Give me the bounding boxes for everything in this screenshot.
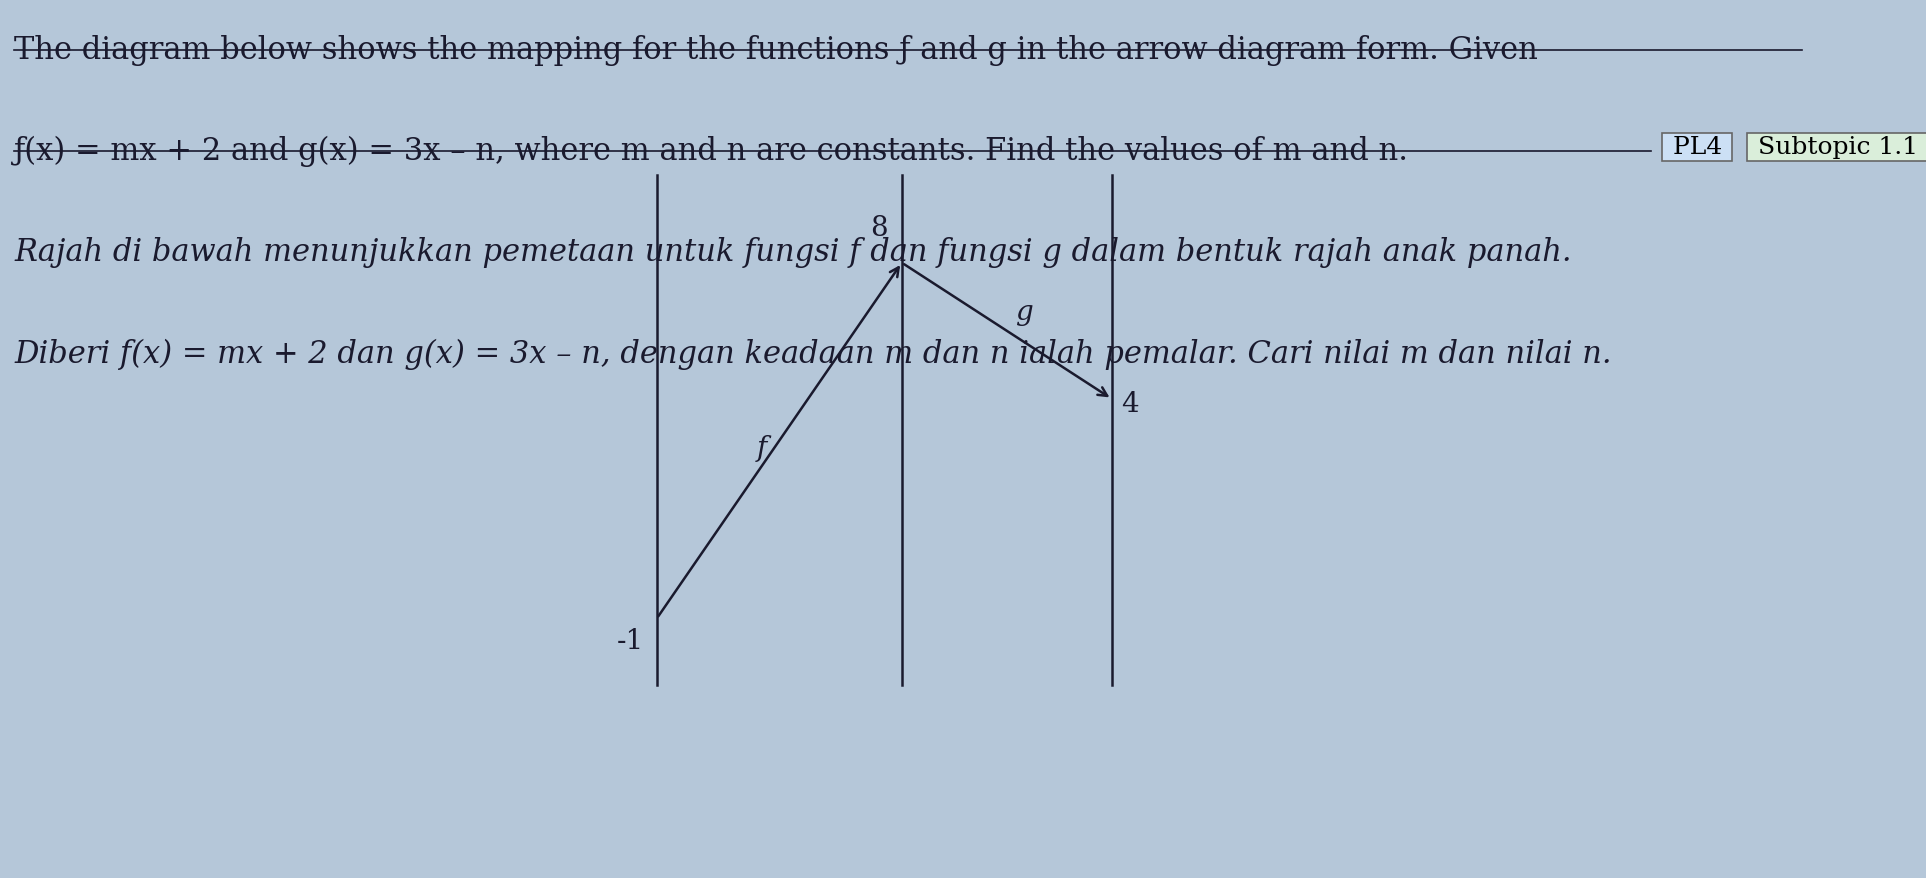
Text: Diberi f(x) = mx + 2 dan g(x) = 3x – n, dengan keadaan m dan n ialah pemalar. Ca: Diberi f(x) = mx + 2 dan g(x) = 3x – n, …	[13, 338, 1612, 370]
Text: Rajah di bawah menunjukkan pemetaan untuk fungsi f dan fungsi g dalam bentuk raj: Rajah di bawah menunjukkan pemetaan untu…	[13, 237, 1572, 268]
Text: The diagram below shows the mapping for the functions ƒ and g in the arrow diagr: The diagram below shows the mapping for …	[13, 35, 1537, 66]
Text: -1: -1	[616, 628, 645, 655]
Text: ƒ(x) = mx + 2 and g(x) = 3x – n, where m and n are constants. Find the values of: ƒ(x) = mx + 2 and g(x) = 3x – n, where m…	[13, 136, 1410, 168]
Text: f: f	[757, 435, 767, 461]
Text: 4: 4	[1121, 391, 1138, 417]
Text: g: g	[1015, 299, 1032, 325]
Text: 8: 8	[871, 214, 888, 241]
Text: Subtopic 1.1: Subtopic 1.1	[1751, 136, 1926, 159]
Text: PL4: PL4	[1664, 136, 1730, 159]
